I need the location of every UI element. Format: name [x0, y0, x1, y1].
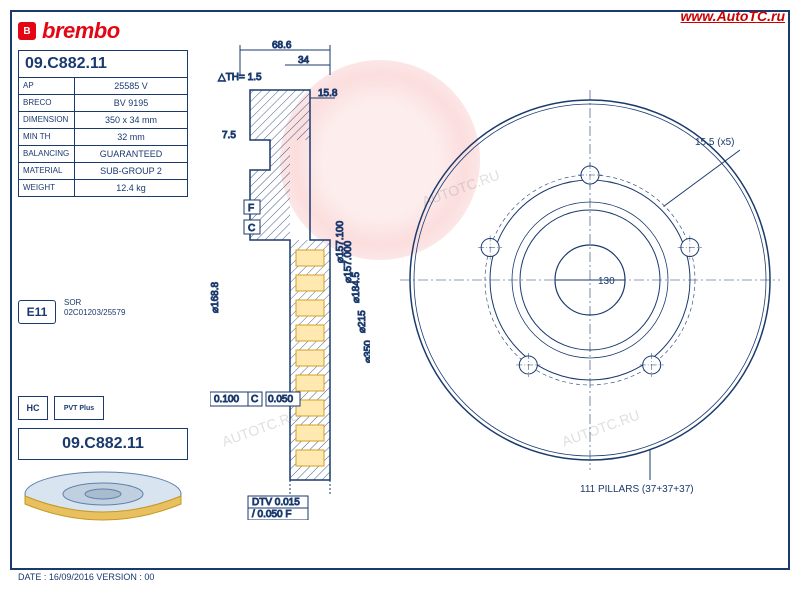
sor-label: SOR [64, 298, 125, 308]
spec-label: MATERIAL [19, 163, 75, 179]
dia-c: ⌀184.5 [351, 272, 362, 303]
spec-label: BALANCING [19, 146, 75, 162]
disc-3d-render [18, 468, 188, 530]
cross-section-view: 68.6 34 △TH= 1.5 15.8 7.5 [210, 40, 370, 520]
dim-bore: 130 [598, 276, 615, 287]
dia-e: ⌀350 [363, 340, 370, 363]
tol-a: 0.100 [214, 394, 239, 405]
spec-row: DIMENSION350 x 34 mm [19, 112, 187, 129]
dim-outer: ⌀168.8 [210, 282, 221, 313]
spec-row: BALANCINGGUARANTEED [19, 146, 187, 163]
spec-label: MIN TH [19, 129, 75, 145]
watermark-url: www.AutoTC.ru [681, 8, 785, 24]
front-view: 130 15.5 (x5) 111 PILLARS (37+37+37) [400, 80, 780, 500]
part-number-bottom: 09.C882.11 [18, 428, 188, 460]
dim-th: △TH= 1.5 [218, 72, 262, 83]
spec-value: GUARANTEED [75, 146, 187, 162]
spec-value: SUB-GROUP 2 [75, 163, 187, 179]
spec-label: DIMENSION [19, 112, 75, 128]
spec-label: WEIGHT [19, 180, 75, 196]
spec-table: 09.C882.11 AP25585 VBRECOBV 9195DIMENSIO… [18, 50, 188, 197]
spec-label: AP [19, 78, 75, 94]
sor-value: 02C01203/25579 [64, 308, 125, 318]
spec-value: 25585 V [75, 78, 187, 94]
pillars-label: 111 PILLARS (37+37+37) [580, 484, 694, 495]
spec-value: 350 x 34 mm [75, 112, 187, 128]
dim-chamfer: 7.5 [222, 130, 236, 141]
spec-value: 12.4 kg [75, 180, 187, 196]
brand-name: brembo [42, 18, 120, 44]
spec-value: BV 9195 [75, 95, 187, 111]
spec-row: MIN TH32 mm [19, 129, 187, 146]
datum-f: F [248, 203, 254, 214]
spec-row: MATERIALSUB-GROUP 2 [19, 163, 187, 180]
svg-text:C: C [251, 394, 258, 405]
dim-pocket: 15.8 [318, 88, 338, 99]
sor-text: SOR 02C01203/25579 [64, 298, 125, 319]
date-version: DATE : 16/09/2016 VERSION : 00 [18, 572, 154, 582]
hc-icon: HC [18, 396, 48, 420]
spec-row: WEIGHT12.4 kg [19, 180, 187, 196]
brand-logo: B brembo [18, 18, 120, 44]
e-mark: E11 [18, 300, 56, 324]
dim-offset: 34 [298, 55, 310, 66]
runout: / 0.050 F [252, 509, 291, 520]
dim-top-width: 68.6 [272, 40, 292, 51]
spec-value: 32 mm [75, 129, 187, 145]
tol-b: 0.050 [268, 394, 293, 405]
bolt-label: 15.5 (x5) [695, 137, 734, 148]
pvt-icon: PVT Plus [54, 396, 104, 420]
spec-row: AP25585 V [19, 78, 187, 95]
part-number-top: 09.C882.11 [19, 51, 187, 78]
dia-d: ⌀215 [357, 310, 368, 333]
spec-row: BRECOBV 9195 [19, 95, 187, 112]
datum-c: C [248, 223, 255, 234]
dtv: DTV 0.015 [252, 497, 300, 508]
brand-icon: B [18, 22, 36, 40]
spec-label: BRECO [19, 95, 75, 111]
